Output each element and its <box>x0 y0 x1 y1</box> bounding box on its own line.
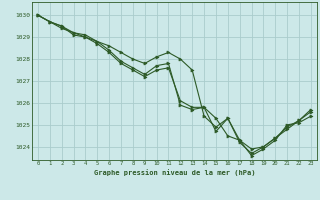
X-axis label: Graphe pression niveau de la mer (hPa): Graphe pression niveau de la mer (hPa) <box>94 169 255 176</box>
